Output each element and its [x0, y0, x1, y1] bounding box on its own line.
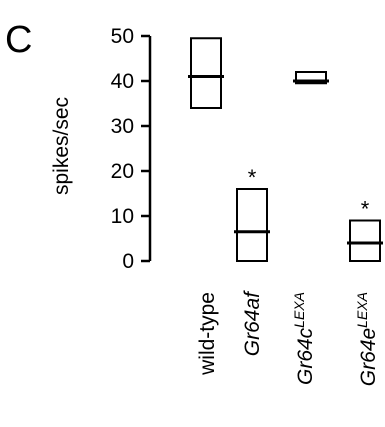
category-label-superscript: LEXA: [354, 292, 370, 328]
category-label-0: wild-type: [196, 292, 219, 376]
category-label-base: Gr64e: [357, 328, 380, 386]
significance-marker-3: *: [361, 197, 370, 222]
box-1: [236, 188, 268, 262]
y-tick-label: 0: [122, 250, 134, 273]
significance-marker-1: *: [248, 165, 257, 190]
box-0: [190, 37, 222, 109]
box-3: [349, 219, 381, 262]
y-tick-label: 30: [111, 115, 134, 138]
y-tick-label: 40: [111, 70, 134, 93]
y-tick-label: 10: [111, 205, 134, 228]
y-ticks: 0 10 20 30 40 50: [111, 25, 150, 273]
category-label-2: Gr64cLEXA: [291, 292, 317, 385]
category-label-base: Gr64c: [294, 327, 317, 385]
category-label-base: Gr64af: [241, 290, 264, 356]
y-tick-label: 50: [111, 25, 134, 48]
box-2: [295, 71, 327, 85]
y-tick-label: 20: [111, 160, 134, 183]
boxes: **: [188, 37, 383, 262]
category-label-superscript: LEXA: [291, 292, 307, 328]
panel-letter: C: [5, 19, 32, 61]
category-label-3: Gr64eLEXA: [354, 292, 380, 386]
category-label-base: wild-type: [196, 292, 219, 376]
y-axis-title: spikes/sec: [50, 97, 73, 195]
category-label-1: Gr64af: [241, 290, 264, 356]
